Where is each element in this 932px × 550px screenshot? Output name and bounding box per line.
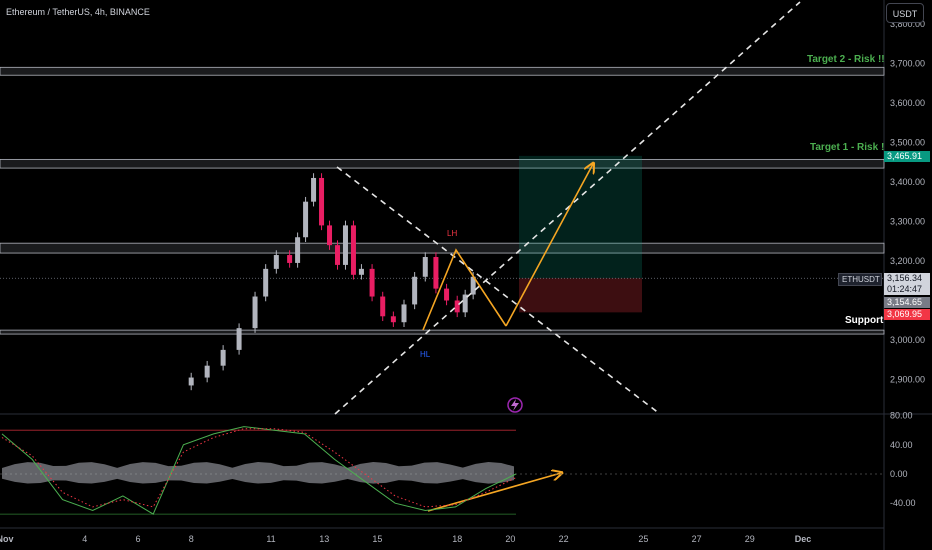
candle-body xyxy=(390,316,396,323)
oscillator-axis[interactable]: 80.00 40.00 0.00 -40.00 xyxy=(890,411,916,509)
divergence-arrow[interactable] xyxy=(427,473,561,512)
oscillator-axis-label: 40.00 xyxy=(890,440,913,450)
price-axis-label: 3,400.00 xyxy=(890,177,925,187)
level-box[interactable] xyxy=(0,158,885,169)
projection-arrow[interactable] xyxy=(505,164,593,327)
time-axis-label: Nov xyxy=(0,534,14,544)
time-axis[interactable]: Nov 4 6 8 11 13 15 18 20 22 25 27 29 Dec xyxy=(0,534,811,544)
trendline-descending[interactable] xyxy=(336,166,661,415)
chart-title: Ethereum / TetherUS, 4h, BINANCE xyxy=(6,7,150,17)
level-label-target-2: Target 2 - Risk !! xyxy=(807,54,885,65)
trendline-ascending[interactable] xyxy=(334,1,801,415)
candle-body xyxy=(327,225,333,246)
price-axis-label: 3,600.00 xyxy=(890,98,925,108)
time-axis-label: 13 xyxy=(319,534,329,544)
price-axis-label: 3,000.00 xyxy=(890,335,925,345)
price-tag-target: 3,465.91 xyxy=(884,151,930,162)
support-resistance-levels xyxy=(0,66,885,335)
price-axis-label: 3,200.00 xyxy=(890,256,925,266)
price-axis-label: 3,300.00 xyxy=(890,216,925,226)
candle-body xyxy=(319,177,325,226)
candle-body xyxy=(236,328,242,350)
time-axis-label: Dec xyxy=(795,534,812,544)
level-label-target-1: Target 1 - Risk ! xyxy=(810,142,885,153)
candle-body xyxy=(311,177,317,202)
candle-body xyxy=(263,268,269,297)
oscillator-series-line xyxy=(1,428,517,508)
level-label-support: Support xyxy=(845,315,884,326)
candle-body xyxy=(342,225,348,265)
oscillator-axis-label: -40.00 xyxy=(890,498,916,508)
level-box[interactable] xyxy=(0,329,885,335)
lightning-icon[interactable] xyxy=(507,397,523,413)
time-axis-label: 20 xyxy=(505,534,515,544)
price-tag-last: 3,156.34 xyxy=(884,273,930,284)
candles xyxy=(188,173,476,391)
price-axis-label: 3,500.00 xyxy=(890,137,925,147)
candle-body xyxy=(433,257,439,289)
candle-body xyxy=(295,237,301,263)
annotation-higher-low: HL xyxy=(420,350,431,359)
position-profit-zone[interactable] xyxy=(519,155,642,279)
candle-body xyxy=(358,268,364,275)
candle-body xyxy=(220,349,226,366)
time-axis-label: 11 xyxy=(266,534,275,544)
candle-body xyxy=(412,276,418,305)
currency-button[interactable]: USDT xyxy=(886,3,924,23)
candle-body xyxy=(287,255,293,263)
candle-body xyxy=(462,294,468,313)
oscillator-axis-label: 0.00 xyxy=(890,469,908,479)
time-axis-label: 22 xyxy=(559,534,569,544)
candle-body xyxy=(470,276,476,295)
candle-body xyxy=(252,296,258,329)
countdown-tag: 01:24:47 xyxy=(884,284,930,295)
candle-body xyxy=(303,201,309,238)
oscillator-axis-label: 80.00 xyxy=(890,411,913,421)
candle-body xyxy=(335,245,340,265)
candle-body xyxy=(380,296,386,317)
candle-body xyxy=(204,365,210,378)
time-axis-label: 4 xyxy=(82,534,87,544)
candle-body xyxy=(454,300,460,313)
projection-zigzag[interactable] xyxy=(422,248,507,331)
price-axis[interactable]: 2,900.003,000.003,100.003,200.003,300.00… xyxy=(890,19,925,385)
candle-body xyxy=(401,304,407,323)
candle-body xyxy=(273,255,279,269)
time-axis-label: 8 xyxy=(189,534,194,544)
candle-body xyxy=(188,377,194,386)
candle-body xyxy=(444,288,450,301)
price-axis-label: 2,900.00 xyxy=(890,375,925,385)
candle-body xyxy=(369,268,375,297)
time-axis-label: 18 xyxy=(452,534,462,544)
time-axis-label: 6 xyxy=(135,534,140,544)
oscillator-pane xyxy=(0,426,884,515)
time-axis-label: 27 xyxy=(692,534,702,544)
long-position-tool[interactable] xyxy=(519,155,642,313)
symbol-tag: ETHUSDT xyxy=(838,273,882,286)
price-tag-prev: 3,154.65 xyxy=(884,297,930,308)
annotation-lower-high: LH xyxy=(447,229,458,238)
candle-body xyxy=(350,225,356,275)
candle-body xyxy=(422,257,428,277)
price-axis-label: 3,800.00 xyxy=(890,19,925,29)
time-axis-label: 15 xyxy=(372,534,382,544)
price-axis-label: 3,700.00 xyxy=(890,58,925,68)
position-loss-zone[interactable] xyxy=(519,278,642,313)
level-box[interactable] xyxy=(0,66,885,76)
oscillator-histogram xyxy=(2,462,514,484)
time-axis-label: 29 xyxy=(745,534,755,544)
price-tag-stop: 3,069.95 xyxy=(884,309,930,320)
time-axis-label: 25 xyxy=(638,534,648,544)
